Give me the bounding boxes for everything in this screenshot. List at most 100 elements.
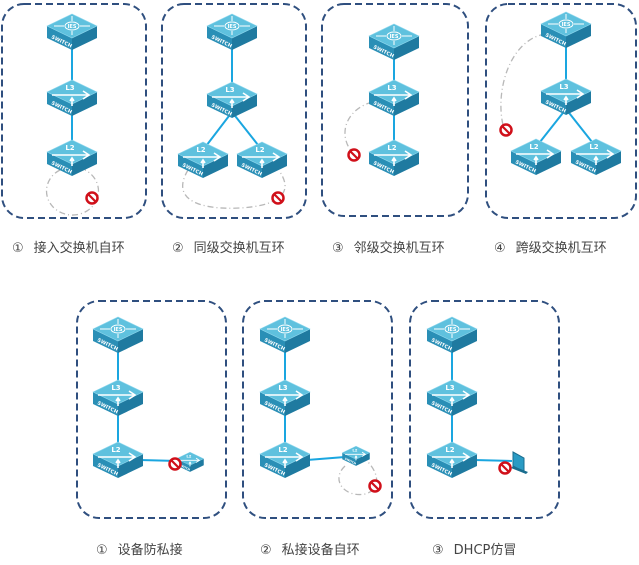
switch-right-face [452,392,477,416]
layer-label: L2 [529,143,538,151]
scenario-box-6 [242,300,393,519]
caption-peer-switch-loop: ② 同级交换机互环 [172,241,285,256]
arrow-right-icon [265,390,304,406]
arrows-icon [376,26,412,45]
switch-left-face [511,151,536,175]
forbidden-slash [87,193,97,203]
layer-label: L2 [278,446,287,454]
caption-adjacent-level-loop: ③ 邻级交换机互环 [332,241,445,256]
layer-label: L2 [111,446,120,454]
ies-ring [444,324,460,334]
ies-label: IES [228,24,237,30]
loop-path [500,33,546,126]
ies-label: IES [114,327,123,333]
loop-path [344,101,373,153]
layer-label: L3 [445,384,454,392]
arrow-right-icon [432,452,471,468]
switch-left-face [93,454,118,478]
arrow-right-icon [183,152,222,168]
switch-left-face [207,26,232,50]
switch-right-face [356,452,370,466]
link-line [535,108,567,148]
layer-label: L3 [559,83,568,91]
arrow-right-icon [98,452,137,468]
switch-right-face [118,329,143,353]
switch-right-face [285,329,310,353]
arrow-right-icon [178,457,201,467]
ies-label: IES [448,327,457,333]
arrows-icon [267,319,303,338]
layer-label: L3 [387,84,396,92]
switch-label: SWITCH [178,463,191,472]
ies-label: IES [281,327,290,333]
switch-right-face [285,392,310,416]
switch-left-face [369,152,394,176]
switch-top-face [259,316,311,342]
arrow-right-icon [52,90,91,106]
link-line [306,456,346,461]
arrows-icon [434,319,470,338]
switch-left-face [178,154,203,178]
switch-left-face [207,94,232,118]
arrow-right-icon [52,150,91,166]
layer-label: L3 [65,84,74,92]
forbidden-slash [170,459,180,469]
layer-label: L3 [111,384,120,392]
switch-right-face [566,24,591,48]
switch-left-face [427,454,452,478]
forbidden-slash [500,463,510,473]
switch-right-face [452,454,477,478]
switch-left-face [427,329,452,353]
switch-right-face [566,91,591,115]
forbidden-icon [168,457,182,471]
caption-private-access-prevention: ① 设备防私接 [96,543,183,558]
switch-left-face [369,36,394,60]
switch-left-face [260,454,285,478]
scenario-box-5 [76,300,227,519]
ies-ring [277,324,293,334]
arrow-right-icon [212,92,251,108]
switch-left-face [541,91,566,115]
switch-right-face [232,26,257,50]
forbidden-icon [347,148,361,162]
ies-label: IES [390,34,399,40]
switch-right-face [394,36,419,60]
forbidden-icon [368,479,382,493]
arrow-right-icon [374,90,413,106]
ies-ring [558,19,574,29]
layer-label: L2 [196,146,205,154]
switch-right-face [394,152,419,176]
ies-ring [110,324,126,334]
switch-right-face [536,151,561,175]
arrow-right-icon [242,152,281,168]
layer-label: L3 [225,86,234,94]
scenario-box-3 [321,3,469,217]
switch-right-face [72,92,97,116]
arrow-right-icon [98,390,137,406]
switch-top-face [92,316,144,342]
ies-ring [224,21,240,31]
arrow-right-icon [344,451,367,461]
forbidden-icon [498,461,512,475]
switch-right-face [72,152,97,176]
switch-right-face [190,458,204,472]
layer-label: L2 [352,448,357,453]
switch-right-face [596,151,621,175]
switch-left-face [260,329,285,353]
